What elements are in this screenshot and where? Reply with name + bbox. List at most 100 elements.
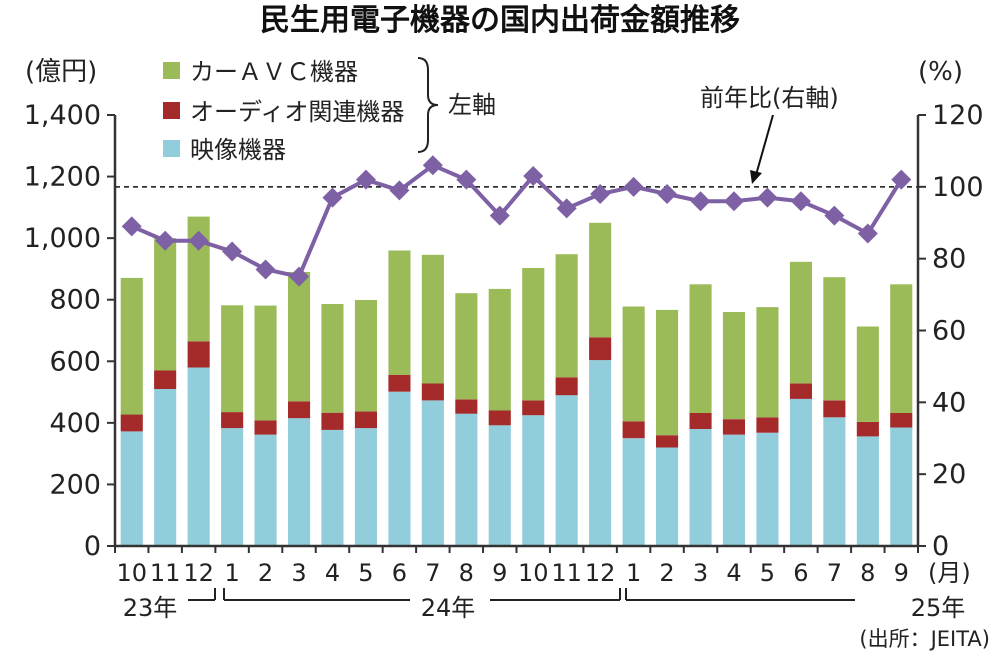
bar-video-7 — [354, 428, 377, 546]
right-tick-label-2: 40 — [932, 387, 966, 418]
bar-car-avc-13 — [555, 254, 578, 378]
yoy-marker-2 — [188, 230, 209, 251]
bar-video-14 — [589, 360, 612, 546]
x-tick-label-5: 3 — [291, 559, 306, 587]
bar-audio-1 — [154, 370, 177, 389]
bar-audio-2 — [187, 341, 210, 368]
bar-video-22 — [856, 436, 879, 546]
x-tick-label-19: 5 — [760, 559, 775, 587]
yoy-marker-14 — [590, 184, 611, 205]
bar-audio-4 — [254, 420, 277, 435]
yoy-marker-12 — [523, 166, 544, 187]
yoy-marker-16 — [657, 184, 678, 205]
bar-car-avc-10 — [455, 293, 478, 400]
x-tick-label-12: 10 — [518, 559, 549, 587]
x-tick-label-11: 9 — [492, 559, 507, 587]
bar-car-avc-22 — [856, 326, 879, 422]
bar-car-avc-11 — [488, 288, 511, 411]
left-tick-label-1: 200 — [49, 469, 101, 500]
x-tick-label-15: 1 — [626, 559, 641, 587]
bar-car-avc-6 — [321, 304, 344, 413]
bar-video-0 — [120, 431, 143, 546]
yoy-marker-8 — [389, 180, 410, 201]
bar-audio-0 — [120, 414, 143, 432]
yoy-marker-7 — [355, 169, 376, 190]
bar-video-23 — [890, 427, 913, 546]
bar-audio-6 — [321, 412, 344, 430]
legend-swatch-video — [163, 140, 180, 157]
bar-audio-5 — [288, 401, 311, 419]
yoy-marker-11 — [489, 205, 510, 226]
bar-car-avc-18 — [722, 312, 745, 420]
bar-audio-14 — [589, 337, 612, 361]
x-tick-label-10: 8 — [459, 559, 474, 587]
yoy-marker-6 — [322, 187, 343, 208]
bar-video-13 — [555, 395, 578, 546]
bar-video-12 — [522, 415, 545, 546]
left-tick-label-0: 0 — [84, 531, 101, 562]
bar-audio-18 — [722, 419, 745, 435]
bar-car-avc-9 — [421, 254, 444, 384]
chart-title: 民生用電子機器の国内出荷金額推移 — [260, 3, 740, 38]
legend-label-car-avc: カーＡＶＣ機器 — [190, 58, 358, 86]
x-tick-label-2: 12 — [183, 559, 214, 587]
x-tick-label-13: 11 — [551, 559, 582, 587]
x-tick-label-4: 2 — [258, 559, 273, 587]
bar-video-1 — [154, 389, 177, 546]
x-tick-label-7: 5 — [358, 559, 373, 587]
bar-video-5 — [288, 418, 311, 546]
yoy-marker-21 — [824, 205, 845, 226]
x-tick-label-6: 4 — [325, 559, 340, 587]
bar-car-avc-19 — [756, 307, 779, 418]
bar-car-avc-5 — [288, 272, 311, 402]
bar-car-avc-8 — [388, 250, 411, 375]
bar-car-avc-21 — [823, 277, 846, 401]
bar-video-15 — [622, 438, 645, 547]
bar-car-avc-16 — [656, 309, 679, 436]
yoy-marker-9 — [422, 155, 443, 176]
yoy-marker-5 — [289, 266, 310, 287]
yoy-line — [130, 163, 903, 279]
yoy-marker-17 — [690, 191, 711, 212]
bar-car-avc-4 — [254, 305, 277, 421]
right-tick-label-0: 0 — [932, 531, 949, 562]
right-tick-label-6: 120 — [932, 100, 984, 131]
yoy-marker-15 — [623, 176, 644, 197]
left-tick-label-4: 800 — [49, 285, 101, 316]
yoy-marker-23 — [891, 169, 912, 190]
year-label-2024: 24年 — [421, 594, 476, 622]
right-tick-label-1: 20 — [932, 459, 966, 490]
bar-video-21 — [823, 417, 846, 546]
bar-audio-8 — [388, 374, 411, 392]
right-tick-label-3: 60 — [932, 316, 966, 347]
bar-audio-10 — [455, 399, 478, 414]
bar-video-6 — [321, 429, 344, 546]
bar-car-avc-0 — [120, 277, 143, 415]
x-tick-label-9: 7 — [425, 559, 440, 587]
legend: カーＡＶＣ機器 オーディオ関連機器 映像機器 左軸 — [163, 57, 496, 164]
bar-car-avc-3 — [221, 305, 244, 413]
bar-video-9 — [421, 400, 444, 546]
bar-audio-22 — [856, 421, 879, 437]
yoy-marker-3 — [222, 241, 243, 262]
legend-label-audio: オーディオ関連機器 — [190, 98, 404, 126]
legend-bracket — [417, 57, 439, 153]
bar-audio-11 — [488, 410, 511, 426]
left-tick-label-2: 400 — [49, 408, 101, 439]
bar-audio-12 — [522, 400, 545, 416]
yoy-marker-1 — [155, 230, 176, 251]
right-tick-label-5: 100 — [932, 172, 984, 203]
line-annotation: 前年比(右軸) — [700, 84, 839, 112]
source-note: (出所：JEITA) — [859, 627, 990, 651]
bar-video-18 — [722, 434, 745, 546]
x-tick-label-1: 11 — [150, 559, 181, 587]
bar-car-avc-14 — [589, 222, 612, 338]
left-tick-label-6: 1,200 — [24, 162, 101, 193]
x-tick-label-17: 3 — [693, 559, 708, 587]
bar-video-2 — [187, 367, 210, 546]
yoy-marker-19 — [757, 187, 778, 208]
bar-audio-23 — [890, 413, 913, 428]
bar-video-19 — [756, 432, 779, 546]
bar-audio-20 — [789, 383, 812, 399]
